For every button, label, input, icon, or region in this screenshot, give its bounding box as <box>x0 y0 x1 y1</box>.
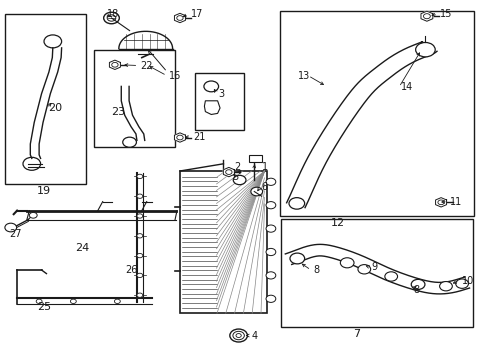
Polygon shape <box>223 167 234 177</box>
Text: 5: 5 <box>232 172 238 182</box>
Circle shape <box>415 42 434 57</box>
Text: 18: 18 <box>106 9 119 19</box>
Circle shape <box>137 253 142 258</box>
Circle shape <box>103 12 119 24</box>
Circle shape <box>137 234 142 238</box>
Bar <box>180 171 266 313</box>
Circle shape <box>232 331 244 340</box>
Text: 22: 22 <box>140 60 153 71</box>
Circle shape <box>340 258 353 268</box>
Text: 3: 3 <box>218 89 224 99</box>
Text: 15: 15 <box>439 9 451 19</box>
Circle shape <box>265 178 275 185</box>
Circle shape <box>265 295 275 302</box>
Circle shape <box>265 202 275 209</box>
Circle shape <box>70 299 76 303</box>
Polygon shape <box>119 31 172 49</box>
Bar <box>5 14 85 184</box>
Circle shape <box>265 272 275 279</box>
Circle shape <box>423 14 429 19</box>
Circle shape <box>437 200 443 204</box>
Bar <box>279 11 473 216</box>
Text: 1: 1 <box>261 162 267 172</box>
Bar <box>281 219 472 327</box>
Circle shape <box>176 135 183 140</box>
Text: 16: 16 <box>168 71 181 81</box>
Text: 7: 7 <box>353 329 360 339</box>
Text: 6: 6 <box>261 182 267 192</box>
Circle shape <box>265 225 275 232</box>
Polygon shape <box>420 11 432 21</box>
Circle shape <box>455 279 468 288</box>
Circle shape <box>233 175 245 185</box>
Polygon shape <box>174 13 185 23</box>
Circle shape <box>114 299 120 303</box>
Bar <box>94 50 175 147</box>
Circle shape <box>410 279 424 289</box>
Circle shape <box>137 214 142 218</box>
Text: 20: 20 <box>48 103 62 113</box>
Circle shape <box>36 299 42 303</box>
Text: 24: 24 <box>75 243 89 253</box>
Text: 26: 26 <box>125 265 137 275</box>
Text: 14: 14 <box>400 82 412 92</box>
Text: 17: 17 <box>190 9 203 19</box>
Text: 8: 8 <box>312 265 319 275</box>
Circle shape <box>137 273 142 278</box>
Text: 4: 4 <box>251 330 258 341</box>
Circle shape <box>137 194 142 198</box>
Text: 10: 10 <box>461 276 473 286</box>
Circle shape <box>357 265 370 274</box>
Text: 13: 13 <box>298 71 310 81</box>
Text: 2: 2 <box>234 162 240 172</box>
Circle shape <box>29 212 37 218</box>
Circle shape <box>229 329 247 342</box>
Polygon shape <box>435 198 446 207</box>
Circle shape <box>289 253 304 264</box>
Text: 21: 21 <box>193 132 205 142</box>
Text: 11: 11 <box>449 197 461 207</box>
Circle shape <box>265 248 275 256</box>
Text: 19: 19 <box>37 186 51 196</box>
Circle shape <box>137 174 142 179</box>
Polygon shape <box>109 60 120 69</box>
Circle shape <box>288 198 304 209</box>
Text: 12: 12 <box>330 218 344 228</box>
Circle shape <box>137 293 142 297</box>
Bar <box>249 155 261 162</box>
Circle shape <box>5 223 17 232</box>
Circle shape <box>107 15 116 21</box>
Circle shape <box>122 137 136 147</box>
Circle shape <box>44 35 61 48</box>
Circle shape <box>23 157 41 170</box>
Circle shape <box>384 272 397 281</box>
Circle shape <box>203 81 218 92</box>
Circle shape <box>176 15 183 20</box>
Text: 23: 23 <box>111 107 125 117</box>
Circle shape <box>439 282 451 291</box>
Bar <box>194 73 243 130</box>
Text: 27: 27 <box>9 229 22 239</box>
Polygon shape <box>174 133 185 142</box>
Circle shape <box>236 334 241 337</box>
Circle shape <box>111 63 118 67</box>
Text: 8: 8 <box>412 285 419 295</box>
Circle shape <box>225 170 231 174</box>
Circle shape <box>250 187 262 196</box>
Text: 9: 9 <box>371 262 377 272</box>
Text: 25: 25 <box>37 302 51 312</box>
